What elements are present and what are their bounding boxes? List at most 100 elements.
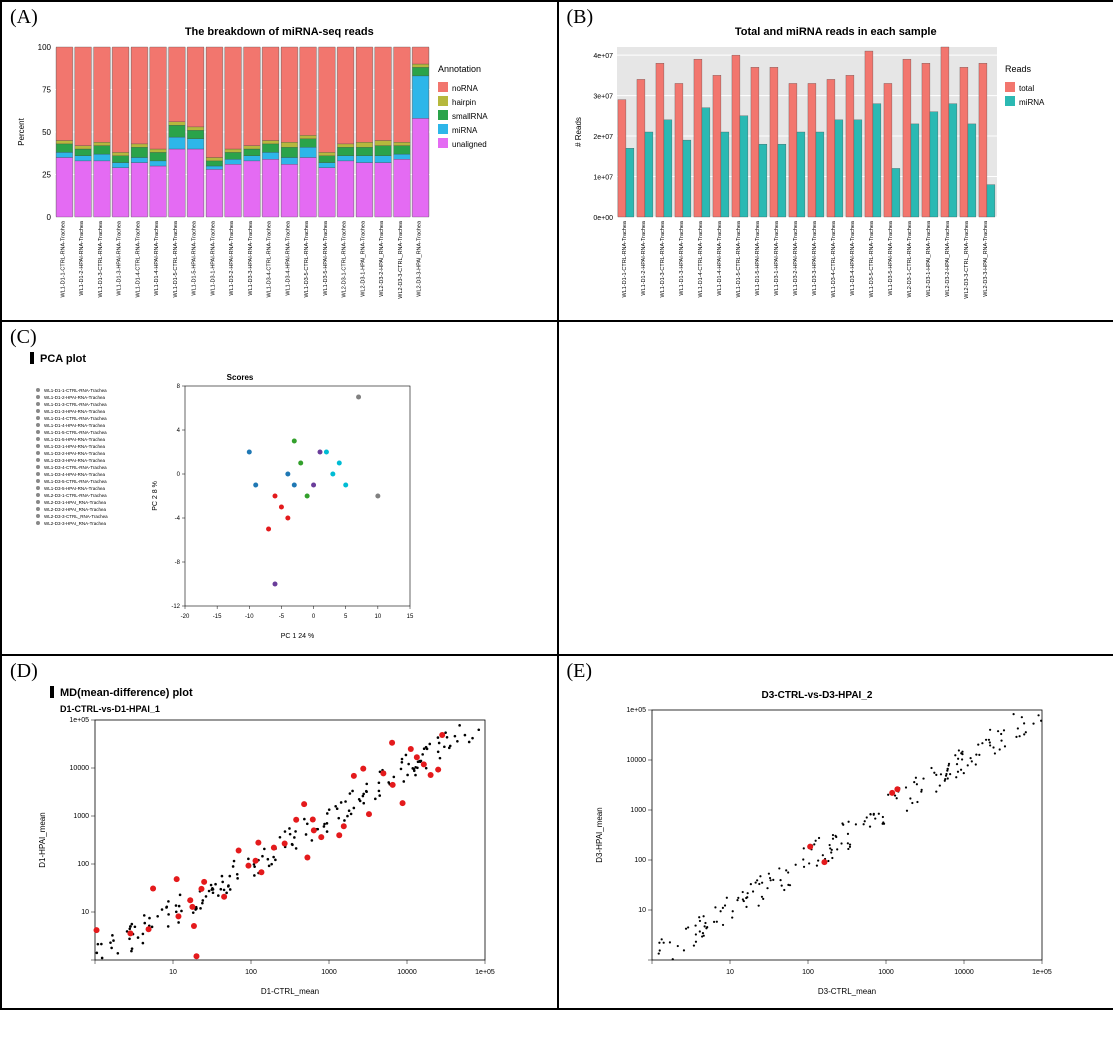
- svg-text:0: 0: [177, 472, 181, 478]
- chart-E: D3-CTRL-vs-D3-HPAI_210101001001000100010…: [567, 680, 1067, 1000]
- svg-text:10: 10: [81, 909, 89, 916]
- svg-text:WL1-D3-1-HPAI-RNA-Trachea: WL1-D3-1-HPAI-RNA-Trachea: [210, 220, 216, 296]
- svg-text:WL2-D3-3-HPAI_RNA-Trachea: WL2-D3-3-HPAI_RNA-Trachea: [44, 521, 107, 526]
- figure-grid: (A) The breakdown of miRNA-seq reads 025…: [0, 0, 1113, 1010]
- svg-text:D3-CTRL-vs-D3-HPAI_2: D3-CTRL-vs-D3-HPAI_2: [761, 690, 872, 701]
- svg-text:WL2-D3-3-CTRL_RNA-Trachea: WL2-D3-3-CTRL_RNA-Trachea: [398, 220, 404, 299]
- svg-text:WL2-D3-3-HPAI_RNA-Trachea: WL2-D3-3-HPAI_RNA-Trachea: [982, 220, 988, 297]
- svg-text:Scores: Scores: [227, 373, 254, 382]
- plot-B: Total and miRNA reads in each sample 0e+…: [567, 26, 1106, 312]
- svg-text:WL1-D1-2-HPAI-RNA-Trachea: WL1-D1-2-HPAI-RNA-Trachea: [79, 220, 85, 296]
- svg-text:4e+07: 4e+07: [593, 53, 613, 60]
- svg-text:WL1-D3-5-CTRL-RNA-Trachea: WL1-D3-5-CTRL-RNA-Trachea: [44, 479, 107, 484]
- svg-text:Annotation: Annotation: [438, 64, 481, 74]
- svg-text:WL1-D1-3-CTRL-RNA-Trachea: WL1-D1-3-CTRL-RNA-Trachea: [98, 220, 104, 297]
- svg-text:WL1-D1-2-HPAI-RNA-Trachea: WL1-D1-2-HPAI-RNA-Trachea: [640, 220, 646, 296]
- svg-text:WL1-D3-1-HPAI-RNA-Trachea: WL1-D3-1-HPAI-RNA-Trachea: [44, 444, 106, 449]
- svg-text:hairpin: hairpin: [452, 98, 476, 107]
- plot-B-title: Total and miRNA reads in each sample: [567, 26, 1106, 38]
- svg-text:WL1-D3-4-HPAI-RNA-Trachea: WL1-D3-4-HPAI-RNA-Trachea: [44, 472, 106, 477]
- svg-text:10: 10: [169, 969, 177, 976]
- svg-text:WL1-D3-5-HPAI-RNA-Trachea: WL1-D3-5-HPAI-RNA-Trachea: [44, 486, 106, 491]
- svg-text:WL1-D1-5-HPAI-RNA-Trachea: WL1-D1-5-HPAI-RNA-Trachea: [192, 220, 198, 296]
- svg-text:noRNA: noRNA: [452, 84, 478, 93]
- svg-text:10000: 10000: [626, 757, 646, 764]
- svg-text:WL1-D3-5-HPAI-RNA-Trachea: WL1-D3-5-HPAI-RNA-Trachea: [323, 220, 329, 296]
- panel-D-label: (D): [10, 660, 38, 683]
- svg-text:WL2-D3-3-HPAI_RNA-Trachea: WL2-D3-3-HPAI_RNA-Trachea: [417, 220, 423, 297]
- svg-text:1e+07: 1e+07: [593, 175, 613, 182]
- svg-text:8: 8: [177, 384, 181, 390]
- svg-text:total: total: [1019, 84, 1034, 93]
- svg-text:WL2-D3-1-CTRL-RNA-Trachea: WL2-D3-1-CTRL-RNA-Trachea: [906, 220, 912, 297]
- svg-text:WL1-D1-5-HPAI-RNA-Trachea: WL1-D1-5-HPAI-RNA-Trachea: [754, 220, 760, 296]
- svg-text:miRNA: miRNA: [1019, 98, 1045, 107]
- svg-text:WL1-D3-4-CTRL-RNA-Trachea: WL1-D3-4-CTRL-RNA-Trachea: [830, 220, 836, 297]
- svg-text:1000: 1000: [73, 813, 89, 820]
- svg-text:Percent: Percent: [17, 117, 26, 145]
- svg-text:10000: 10000: [397, 969, 417, 976]
- svg-text:MD(mean-difference) plot: MD(mean-difference) plot: [60, 687, 193, 699]
- svg-text:WL1-D1-2-HPAI-RNA-Trachea: WL1-D1-2-HPAI-RNA-Trachea: [44, 395, 106, 400]
- svg-text:smallRNA: smallRNA: [452, 112, 488, 121]
- svg-text:WL1-D3-5-HPAI-RNA-Trachea: WL1-D3-5-HPAI-RNA-Trachea: [887, 220, 893, 296]
- svg-text:D1-CTRL_mean: D1-CTRL_mean: [261, 987, 319, 996]
- svg-text:WL2-D3-3-CTRL_RNA-Trachea: WL2-D3-3-CTRL_RNA-Trachea: [963, 220, 969, 299]
- svg-text:100: 100: [634, 857, 646, 864]
- svg-text:1000: 1000: [321, 969, 337, 976]
- svg-text:WL2-D3-2-HPAI_RNA-Trachea: WL2-D3-2-HPAI_RNA-Trachea: [44, 507, 107, 512]
- svg-text:PC 1 24 %: PC 1 24 %: [281, 633, 314, 640]
- svg-text:WL1-D3-2-HPAI-RNA-Trachea: WL1-D3-2-HPAI-RNA-Trachea: [792, 220, 798, 296]
- svg-text:WL1-D1-5-CTRL-RNA-Trachea: WL1-D1-5-CTRL-RNA-Trachea: [44, 430, 107, 435]
- svg-text:WL1-D1-5-CTRL-RNA-Trachea: WL1-D1-5-CTRL-RNA-Trachea: [173, 220, 179, 297]
- svg-text:WL2-D3-1-CTRL-RNA-Trachea: WL2-D3-1-CTRL-RNA-Trachea: [342, 220, 348, 297]
- svg-text:WL1-D1-3-HPAI-RNA-Trachea: WL1-D1-3-HPAI-RNA-Trachea: [44, 409, 106, 414]
- panel-B-label: (B): [567, 6, 594, 29]
- svg-text:WL1-D1-4-HPAI-RNA-Trachea: WL1-D1-4-HPAI-RNA-Trachea: [716, 220, 722, 296]
- svg-text:WL2-D3-3-CTRL_RNA-Trachea: WL2-D3-3-CTRL_RNA-Trachea: [44, 514, 108, 519]
- svg-text:0: 0: [312, 614, 316, 620]
- svg-text:1e+05: 1e+05: [626, 707, 646, 714]
- svg-text:50: 50: [42, 128, 51, 137]
- chart-A: 0255075100WL1-D1-1-CTRL-RNA-TracheaWL1-D…: [10, 42, 530, 312]
- svg-text:-10: -10: [245, 614, 254, 620]
- svg-text:D3-HPAI_mean: D3-HPAI_mean: [595, 807, 604, 862]
- svg-text:WL1-D1-4-CTRL-RNA-Trachea: WL1-D1-4-CTRL-RNA-Trachea: [44, 416, 107, 421]
- svg-text:WL1-D1-1-CTRL-RNA-Trachea: WL1-D1-1-CTRL-RNA-Trachea: [44, 388, 107, 393]
- svg-text:WL1-D3-5-CTRL-RNA-Trachea: WL1-D3-5-CTRL-RNA-Trachea: [868, 220, 874, 297]
- panel-A: (A) The breakdown of miRNA-seq reads 025…: [1, 1, 558, 321]
- svg-text:-20: -20: [181, 614, 190, 620]
- svg-text:15: 15: [407, 614, 414, 620]
- svg-text:10000: 10000: [70, 765, 90, 772]
- svg-text:-4: -4: [175, 516, 181, 522]
- svg-text:PC 2 8 %: PC 2 8 %: [152, 481, 159, 511]
- svg-text:4: 4: [177, 428, 181, 434]
- svg-text:PCA plot: PCA plot: [40, 353, 86, 365]
- plot-A-title: The breakdown of miRNA-seq reads: [10, 26, 549, 38]
- svg-text:WL1-D3-4-CTRL-RNA-Trachea: WL1-D3-4-CTRL-RNA-Trachea: [267, 220, 273, 297]
- svg-text:WL1-D3-5-CTRL-RNA-Trachea: WL1-D3-5-CTRL-RNA-Trachea: [304, 220, 310, 297]
- svg-text:1000: 1000: [878, 969, 894, 976]
- svg-text:WL2-D3-1-CTRL-RNA-Trachea: WL2-D3-1-CTRL-RNA-Trachea: [44, 493, 107, 498]
- svg-text:WL1-D1-3-CTRL-RNA-Trachea: WL1-D1-3-CTRL-RNA-Trachea: [659, 220, 665, 297]
- svg-text:WL1-D1-4-HPAI-RNA-Trachea: WL1-D1-4-HPAI-RNA-Trachea: [154, 220, 160, 296]
- svg-text:100: 100: [245, 969, 257, 976]
- svg-text:WL1-D3-1-HPAI-RNA-Trachea: WL1-D3-1-HPAI-RNA-Trachea: [773, 220, 779, 296]
- svg-text:D1-HPAI_mean: D1-HPAI_mean: [38, 812, 47, 867]
- svg-text:WL2-D3-1-HPAI_RNA-Trachea: WL2-D3-1-HPAI_RNA-Trachea: [44, 500, 107, 505]
- svg-text:0e+00: 0e+00: [593, 215, 613, 222]
- svg-text:75: 75: [42, 86, 51, 95]
- svg-text:10: 10: [375, 614, 382, 620]
- panel-empty: [558, 321, 1113, 655]
- panel-B: (B) Total and miRNA reads in each sample…: [558, 1, 1113, 321]
- svg-text:WL1-D3-4-HPAI-RNA-Trachea: WL1-D3-4-HPAI-RNA-Trachea: [849, 220, 855, 296]
- plot-E: D3-CTRL-vs-D3-HPAI_210101001001000100010…: [567, 680, 1106, 1000]
- svg-text:WL1-D1-3-HPAI-RNA-Trachea: WL1-D1-3-HPAI-RNA-Trachea: [678, 220, 684, 296]
- svg-text:D1-CTRL-vs-D1-HPAI_1: D1-CTRL-vs-D1-HPAI_1: [60, 704, 160, 714]
- svg-text:WL2-D3-1-HPAI_RNA-Trachea: WL2-D3-1-HPAI_RNA-Trachea: [360, 220, 366, 297]
- svg-text:WL1-D1-4-CTRL-RNA-Trachea: WL1-D1-4-CTRL-RNA-Trachea: [135, 220, 141, 297]
- svg-text:WL1-D1-3-CTRL-RNA-Trachea: WL1-D1-3-CTRL-RNA-Trachea: [44, 402, 107, 407]
- panel-E: (E) D3-CTRL-vs-D3-HPAI_21010100100100010…: [558, 655, 1113, 1009]
- svg-text:100: 100: [38, 43, 52, 52]
- svg-text:3e+07: 3e+07: [593, 94, 613, 101]
